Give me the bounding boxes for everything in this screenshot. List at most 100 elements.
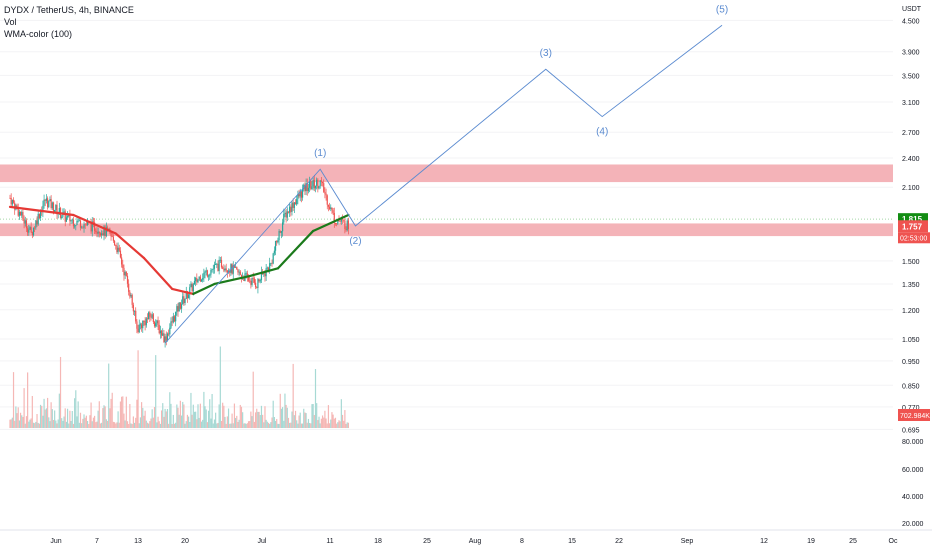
volume-bar <box>86 420 89 428</box>
volume-bar <box>35 421 37 428</box>
wma-segment <box>142 256 174 290</box>
candle <box>105 227 107 236</box>
volume-bar <box>70 421 72 428</box>
wma-indicator-label[interactable]: WMA-color (100) <box>4 29 73 39</box>
candle <box>223 268 225 271</box>
volume-bar <box>334 417 337 428</box>
volume-bar <box>280 408 283 428</box>
candle <box>272 253 274 264</box>
candle <box>9 197 11 199</box>
volume-bar <box>177 407 179 428</box>
candle <box>185 291 187 299</box>
volume-bar <box>294 410 297 428</box>
volume-bar <box>303 408 305 428</box>
volume-bar <box>124 420 126 428</box>
volume-bar <box>305 413 307 428</box>
volume-bar <box>168 423 170 428</box>
candle <box>117 247 119 253</box>
candle <box>64 211 66 222</box>
candle <box>149 312 151 317</box>
volume-indicator-label[interactable]: Vol <box>4 17 17 27</box>
volume-bar <box>48 417 50 428</box>
volume-bar <box>235 417 237 428</box>
volume-bar <box>71 411 73 428</box>
candle <box>11 199 13 205</box>
volume-bar <box>153 407 156 428</box>
candle <box>334 223 337 224</box>
candle <box>291 202 293 212</box>
volume-bar <box>252 371 254 428</box>
volume-bar <box>108 363 110 428</box>
volume-bar <box>169 392 171 428</box>
candle <box>333 212 335 224</box>
volume-bar <box>132 416 134 428</box>
candle <box>94 222 96 231</box>
volume-bar <box>197 404 199 428</box>
candle <box>128 283 130 292</box>
time-tick: 15 <box>568 538 576 545</box>
volume-bar <box>79 412 82 428</box>
volume-bar <box>207 410 210 428</box>
volume-bar <box>218 404 220 428</box>
volume-bar <box>90 402 92 428</box>
candle <box>249 280 251 282</box>
candle <box>136 321 138 329</box>
candle <box>82 227 84 229</box>
time-tick: 12 <box>760 538 768 545</box>
volume-bar <box>62 420 64 428</box>
volume-bar <box>296 420 298 428</box>
price-tick: 3.100 <box>902 100 920 107</box>
volume-bar <box>206 422 208 428</box>
candle <box>151 314 153 318</box>
time-tick: 18 <box>374 538 382 545</box>
candle <box>218 259 220 271</box>
candle <box>317 179 319 189</box>
candle <box>225 268 227 271</box>
volume-bar <box>266 421 268 428</box>
candle <box>158 324 160 334</box>
volume-bar <box>304 412 306 428</box>
volume-bar <box>92 417 95 428</box>
volume-tick: 20.000 <box>902 521 924 528</box>
candle <box>224 268 226 271</box>
volume-tick: 40.000 <box>902 494 924 501</box>
supply-demand-zones <box>0 164 893 237</box>
candle <box>239 271 241 275</box>
grid <box>0 19 893 430</box>
candle <box>210 270 212 275</box>
candle <box>340 218 342 222</box>
volume-bar <box>97 410 99 428</box>
candle <box>166 333 169 341</box>
volume-bar <box>331 412 333 428</box>
candle <box>306 183 308 191</box>
volume-bar <box>110 398 112 428</box>
candle <box>207 275 210 277</box>
volume-bar <box>326 423 328 428</box>
symbol-title[interactable]: DYDX / TetherUS, 4h, BINANCE <box>4 5 134 15</box>
volume-bar <box>41 405 43 428</box>
candle <box>229 270 231 273</box>
candle <box>203 272 205 279</box>
volume-bar <box>106 420 109 428</box>
candle <box>287 211 290 213</box>
volume-bar <box>129 404 131 428</box>
volume-bar <box>178 414 180 428</box>
candle <box>285 212 287 218</box>
candle <box>48 201 50 208</box>
candle <box>279 230 281 233</box>
volume-bar <box>63 416 65 428</box>
candle <box>173 316 176 322</box>
candle <box>289 206 291 213</box>
candle <box>160 330 163 336</box>
candle <box>91 221 93 232</box>
candle <box>179 302 181 309</box>
wma-segment <box>8 205 75 217</box>
candle <box>79 220 82 228</box>
time-tick: 25 <box>423 538 431 545</box>
wave-label: (3) <box>540 48 552 59</box>
volume-bar <box>112 421 114 428</box>
candle <box>230 264 232 273</box>
candle <box>75 225 77 226</box>
